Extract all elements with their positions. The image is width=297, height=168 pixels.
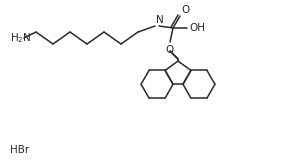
Text: HBr: HBr — [10, 145, 29, 155]
Text: O: O — [181, 5, 189, 15]
Text: N: N — [156, 15, 164, 25]
Text: H$_2$N: H$_2$N — [10, 31, 31, 45]
Text: OH: OH — [189, 23, 205, 33]
Text: O: O — [166, 45, 174, 55]
